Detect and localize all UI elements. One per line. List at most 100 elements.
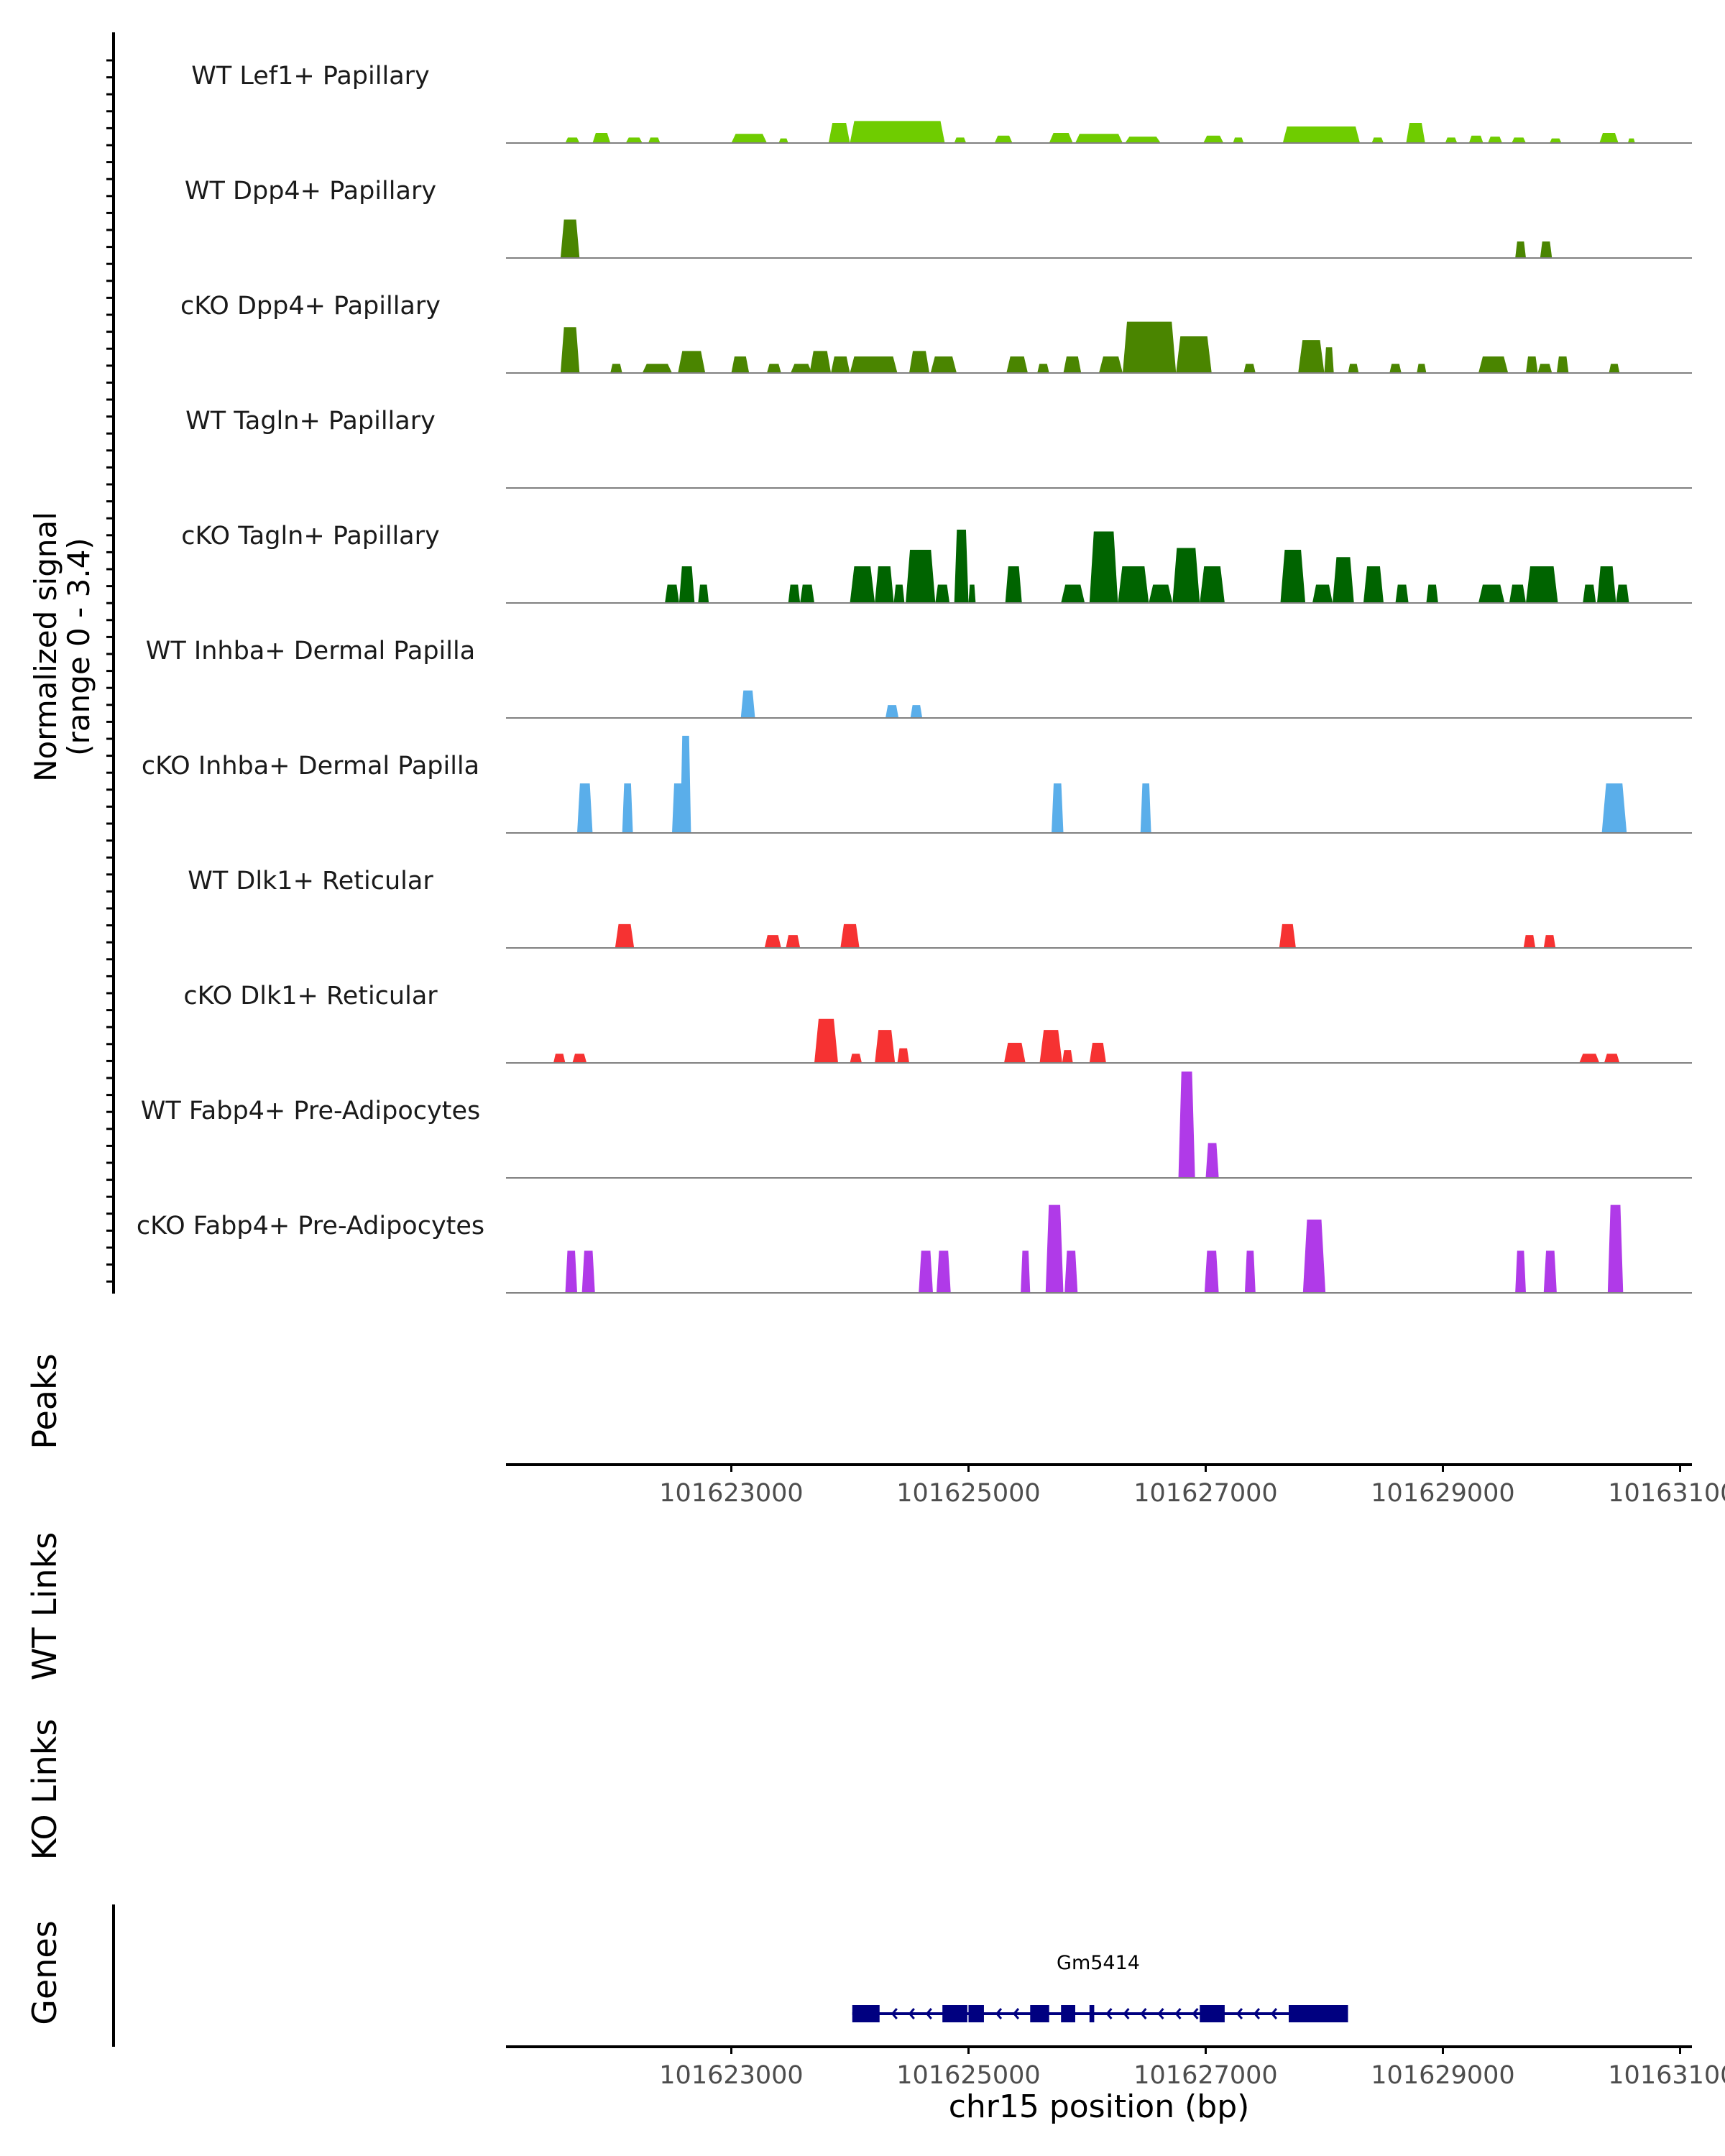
signal-peak xyxy=(1204,1250,1219,1293)
signal-peak xyxy=(1583,584,1596,603)
signal-peak xyxy=(910,705,923,718)
signal-peak xyxy=(828,122,850,143)
signal-peak xyxy=(1005,566,1022,603)
signal-peak xyxy=(1333,557,1354,603)
peaks-x-axis: 101623000 101625000 101627000 101629000 1016… xyxy=(659,1465,1725,1508)
signal-peak xyxy=(648,137,661,143)
strand-arrow xyxy=(1123,2008,1130,2019)
signal-peak xyxy=(1064,1250,1078,1293)
signal-peak xyxy=(1140,783,1151,833)
track-label: cKO Tagln+ Papillary xyxy=(181,522,440,550)
track-label: WT Dpp4+ Papillary xyxy=(185,177,436,206)
signal-peak xyxy=(1037,364,1049,373)
signal-peak xyxy=(581,1250,595,1293)
signal-peak xyxy=(678,566,695,603)
signal-peak xyxy=(840,923,860,948)
signal-peak xyxy=(1363,566,1384,603)
signal-peak xyxy=(565,137,580,143)
signal-peak xyxy=(831,356,850,373)
signal-peak xyxy=(930,356,957,373)
signal-peak xyxy=(1279,923,1296,948)
signal-peak xyxy=(788,584,801,603)
track-label: cKO Dpp4+ Papillary xyxy=(180,292,441,321)
signal-peak xyxy=(1417,364,1427,373)
gene-exon xyxy=(852,2005,880,2022)
signal-peak xyxy=(897,1048,909,1063)
signal-peak xyxy=(1089,531,1118,603)
signal-peak xyxy=(767,364,781,373)
track-wt-inhba-dermal-papilla: WT Inhba+ Dermal Papilla xyxy=(146,637,1692,719)
signal-peak xyxy=(1089,1042,1106,1063)
x-tick-label: 101623000 xyxy=(659,1479,803,1508)
signal-peak xyxy=(1298,340,1325,373)
signal-peak xyxy=(665,584,679,603)
y-axis-ticks xyxy=(106,59,114,1283)
signal-peak xyxy=(1512,137,1526,143)
signal-peak xyxy=(731,356,750,373)
signal-peak xyxy=(814,1018,838,1063)
signal-peak xyxy=(1302,1220,1326,1293)
signal-peak xyxy=(740,690,755,718)
gene-exon xyxy=(968,2005,984,2022)
signal-peak xyxy=(936,1250,951,1293)
track-cko-fabp4-pre-adipocytes: cKO Fabp4+ Pre-Adipocytes xyxy=(137,1204,1692,1294)
signal-peak xyxy=(1468,135,1484,143)
gene-exon xyxy=(1030,2005,1049,2022)
signal-peak xyxy=(1324,347,1334,373)
signal-peak xyxy=(1627,138,1635,143)
signal-peak xyxy=(1063,356,1082,373)
signal-peak xyxy=(850,121,945,143)
x-tick-label: 101629000 xyxy=(1371,2061,1514,2090)
signal-peak xyxy=(1526,566,1558,603)
signal-peak xyxy=(786,935,801,948)
track-label: WT Tagln+ Papillary xyxy=(185,407,436,436)
signal-peak xyxy=(678,351,706,373)
signal-peak xyxy=(610,364,622,373)
x-tick-label: 101627000 xyxy=(1133,1479,1277,1508)
track-label: cKO Dlk1+ Reticular xyxy=(183,982,438,1010)
strand-arrow xyxy=(1236,2008,1243,2019)
signal-peak xyxy=(954,530,969,603)
signal-peak xyxy=(577,783,593,833)
track-wt-dpp4-papillary: WT Dpp4+ Papillary xyxy=(185,177,1692,259)
track-label: WT Fabp4+ Pre-Adipocytes xyxy=(141,1097,480,1125)
signal-peak xyxy=(1052,783,1064,833)
gene-exon xyxy=(1089,2005,1095,2022)
signal-peak xyxy=(622,783,633,833)
signal-peak xyxy=(1604,1054,1620,1063)
track-wt-lef1-papillary: WT Lef1+ Papillary xyxy=(191,62,1692,144)
signal-peak xyxy=(1478,584,1505,603)
signal-peak xyxy=(1280,550,1306,603)
track-cko-dpp4-papillary: cKO Dpp4+ Papillary xyxy=(180,292,1692,374)
signal-peak xyxy=(1099,356,1123,373)
signal-peak xyxy=(1389,364,1402,373)
signal-peak xyxy=(1004,1042,1026,1063)
genes-track-label: Genes xyxy=(25,1920,64,2024)
signal-peak xyxy=(1045,1204,1064,1293)
signal-peak xyxy=(1607,1204,1624,1293)
signal-peak xyxy=(1348,364,1359,373)
signal-peak xyxy=(791,364,812,373)
x-tick-label: 101623000 xyxy=(659,2061,803,2090)
y-axis-title-line2: (range 0 - 3.4) xyxy=(61,538,96,756)
track-wt-tagln-papillary: WT Tagln+ Papillary xyxy=(185,407,1692,489)
signal-peak xyxy=(1515,241,1526,258)
gene-exon xyxy=(1061,2005,1075,2022)
gene-track xyxy=(852,2005,1348,2022)
signal-peak xyxy=(850,356,898,373)
signal-peak xyxy=(1312,584,1333,603)
signal-peak xyxy=(1205,1143,1219,1178)
signal-peak xyxy=(1599,132,1619,143)
track-label: WT Dlk1+ Reticular xyxy=(188,867,433,895)
signal-peak xyxy=(1406,122,1425,143)
signal-peak xyxy=(968,584,976,603)
signal-peak xyxy=(625,137,643,143)
signal-peak xyxy=(1556,356,1569,373)
signal-peak xyxy=(1526,356,1538,373)
signal-peak xyxy=(1445,137,1458,143)
signal-peak xyxy=(875,1030,896,1063)
signal-peak xyxy=(1550,138,1562,143)
strand-arrow xyxy=(1012,2008,1020,2019)
x-tick-label: 101629000 xyxy=(1371,1479,1514,1508)
x-tick-label: 101631000 xyxy=(1608,2061,1725,2090)
